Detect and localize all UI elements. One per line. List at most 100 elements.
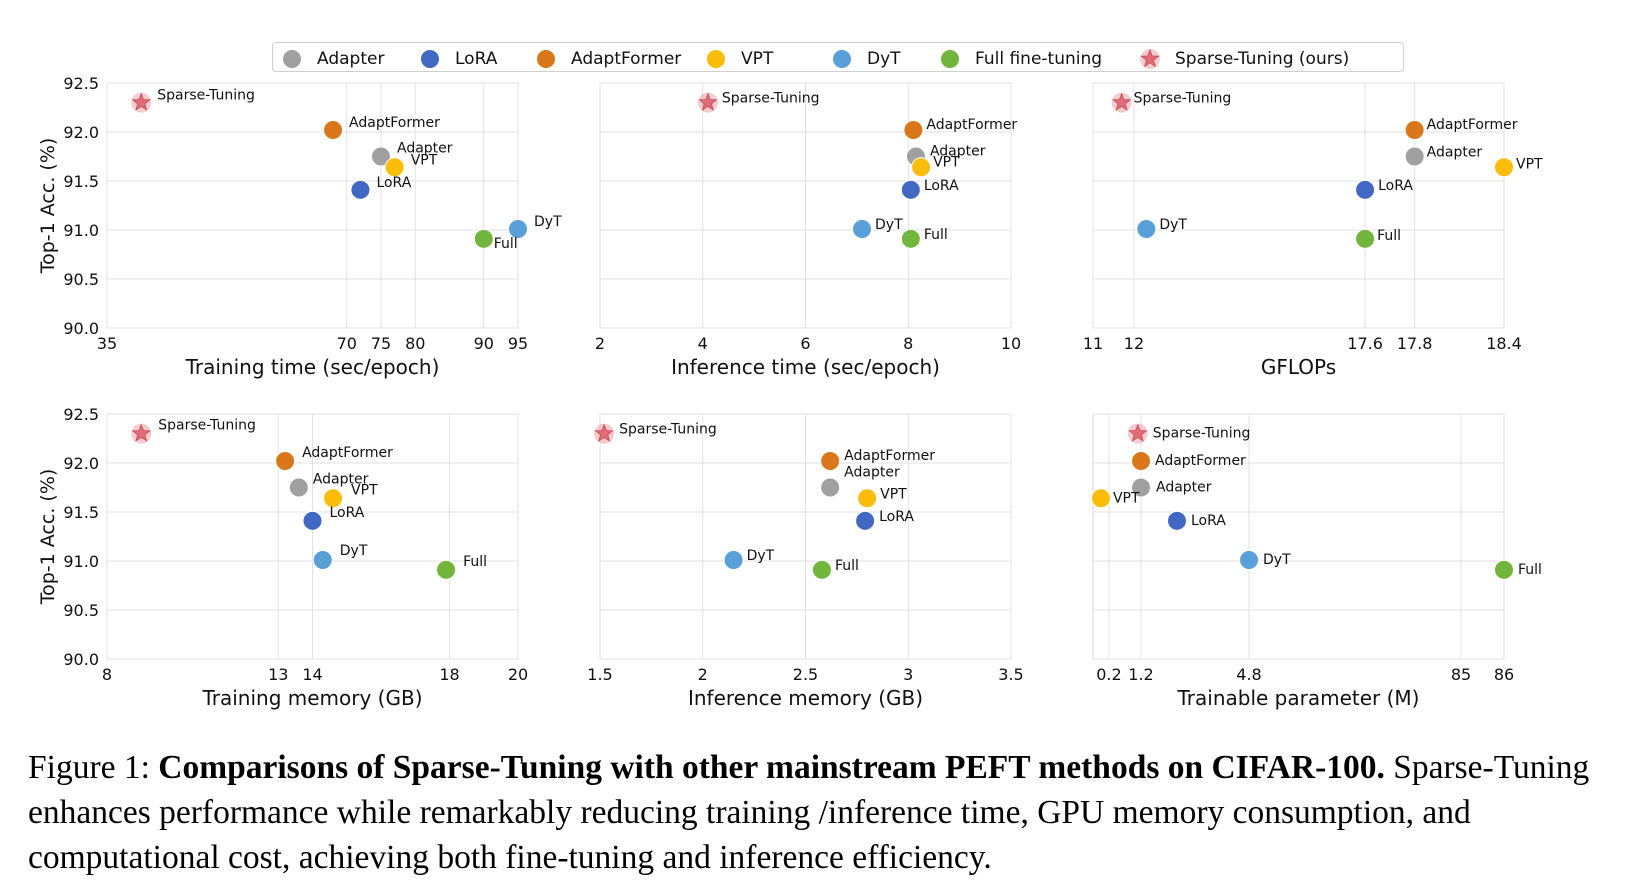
data-label: Sparse-Tuning [158,418,256,434]
x-tick-label: 2 [698,665,708,684]
x-tick-label: 17.8 [1397,334,1433,353]
legend-marker [706,49,726,69]
data-point [275,451,296,472]
x-tick-label: 8 [903,334,913,353]
x-axis-label: Inference memory (GB) [688,686,923,710]
data-point [350,179,371,200]
y-tick-label: 90.5 [63,270,99,289]
data-point [723,550,744,571]
data-label: LoRA [376,175,411,191]
data-point [1494,559,1514,580]
legend-label: LoRA [455,49,498,69]
panel: 1.5 2 2.5 3 3.5 Inference memory (GB) Sparse-T… [587,413,1024,710]
x-axis-label: Training time (sec/epoch) [185,355,440,379]
data-point [1404,120,1425,141]
legend-marker [940,49,960,69]
data-point [820,451,841,472]
data-label: Sparse-Tuning [1153,426,1251,442]
x-axis-label: Trainable parameter (M) [1177,686,1420,710]
legend-marker [282,49,302,69]
data-label: Full [494,236,518,252]
legend-item: VPT [705,49,773,69]
legend-label: Adapter [317,49,385,69]
x-tick-label: 13 [268,665,288,684]
x-tick-label: 95 [508,334,528,353]
x-tick-label: 2.5 [793,665,818,684]
x-tick-label: 90 [474,334,494,353]
data-label: Full [924,227,948,243]
data-label: AdaptFormer [349,115,440,131]
data-point [473,228,494,249]
legend-marker-shape [536,49,556,69]
data-point [1131,477,1152,498]
plot-frame [1092,413,1505,660]
data-point [820,477,841,498]
x-tick-label: 8 [102,665,112,684]
data-label: VPT [933,154,960,170]
x-tick-label: 14 [302,665,322,684]
data-label: LoRA [1191,513,1226,529]
x-axis-label: GFLOPs [1261,355,1336,379]
x-tick-label: 11 [1083,334,1103,353]
data-point [384,157,405,178]
x-tick-label: 3.5 [998,665,1023,684]
data-label: VPT [411,152,438,168]
data-label: DyT [875,217,903,233]
data-label: VPT [1516,156,1543,172]
data-label: DyT [340,543,368,559]
y-tick-label: 92.0 [63,123,99,142]
data-point [900,228,921,249]
legend-label: VPT [741,49,774,69]
data-point [323,488,344,509]
legend-marker [536,49,556,69]
x-tick-label: 18 [439,665,459,684]
data-label: Adapter [844,465,900,481]
figure-caption: Figure 1: Comparisons of Sparse-Tuning w… [28,745,1618,880]
data-point [1136,219,1157,240]
x-axis-label: Inference time (sec/epoch) [671,355,940,379]
x-tick-label: 70 [337,334,357,353]
data-point [131,92,151,111]
data-point [508,219,528,240]
legend-item: AdaptFormer [535,49,681,69]
data-label: Full [463,554,487,570]
legend-item: Sparse-Tuning (ours) [1139,48,1349,69]
data-point [1239,550,1260,571]
x-axis-label: Training memory (GB) [201,686,422,710]
data-label: AdaptFormer [302,445,393,461]
caption-title: Comparisons of Sparse-Tuning with other … [158,749,1385,786]
y-axis-label: Top-1 Acc. (%) [37,469,59,606]
legend-marker [1140,48,1160,69]
legend-marker-shape [706,49,726,69]
panel: 92.5 92.0 91.5 91.0 90.5 90.0 Top-1 Acc. (%) 35… [37,74,562,379]
data-label: AdaptFormer [844,448,935,464]
data-label: AdaptFormer [1155,453,1246,469]
legend-marker-shape [832,49,852,69]
data-point [811,559,832,580]
data-label: Adapter [1156,480,1212,496]
x-tick-label: 20 [508,665,528,684]
data-label: Full [835,558,859,574]
legend-marker-shape [940,49,960,69]
panel: 92.5 92.0 91.5 91.0 90.5 90.0 Top-1 Acc. (%) 8 1… [37,405,528,710]
data-label: Sparse-Tuning [157,88,255,104]
x-tick-label: 3 [903,665,913,684]
x-tick-label: 1.2 [1128,665,1153,684]
data-label: Full [1377,228,1401,244]
data-label: LoRA [879,509,914,525]
y-tick-label: 92.0 [63,454,99,473]
data-point [131,423,151,442]
data-point [1494,157,1514,178]
legend-marker [420,49,440,69]
x-tick-label: 80 [405,334,425,353]
data-point [436,559,457,580]
data-point [312,550,333,571]
legend-marker-shape [420,49,440,69]
caption-prefix: Figure 1: [28,749,159,786]
data-point [855,510,876,531]
data-point [371,146,391,167]
x-tick-label: 0.2 [1096,665,1121,684]
x-tick-label: 17.6 [1347,334,1383,353]
data-label: AdaptFormer [1427,117,1518,133]
caption-body: Sparse-Tuning enhances performance while… [28,749,1590,876]
